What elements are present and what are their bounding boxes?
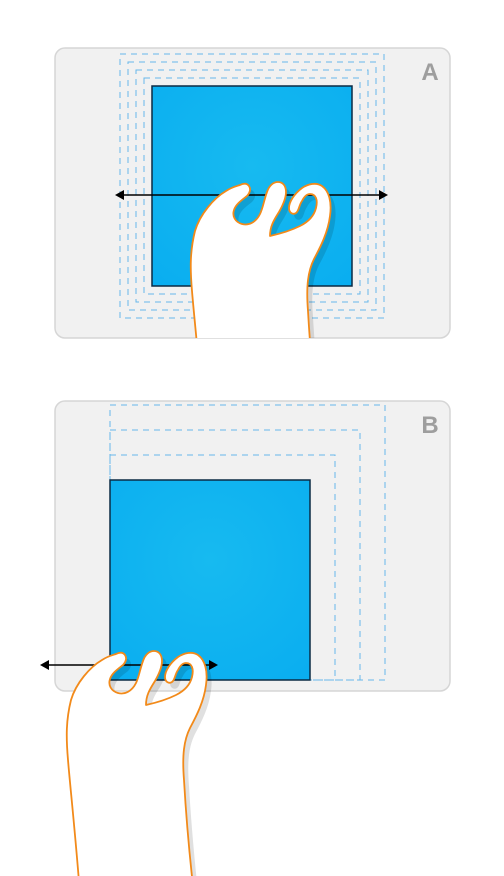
panel-label-A: A: [421, 59, 438, 86]
diagram-svg: AB: [0, 0, 504, 876]
panel-label-B: B: [421, 412, 438, 439]
content-square-B: [110, 480, 310, 680]
